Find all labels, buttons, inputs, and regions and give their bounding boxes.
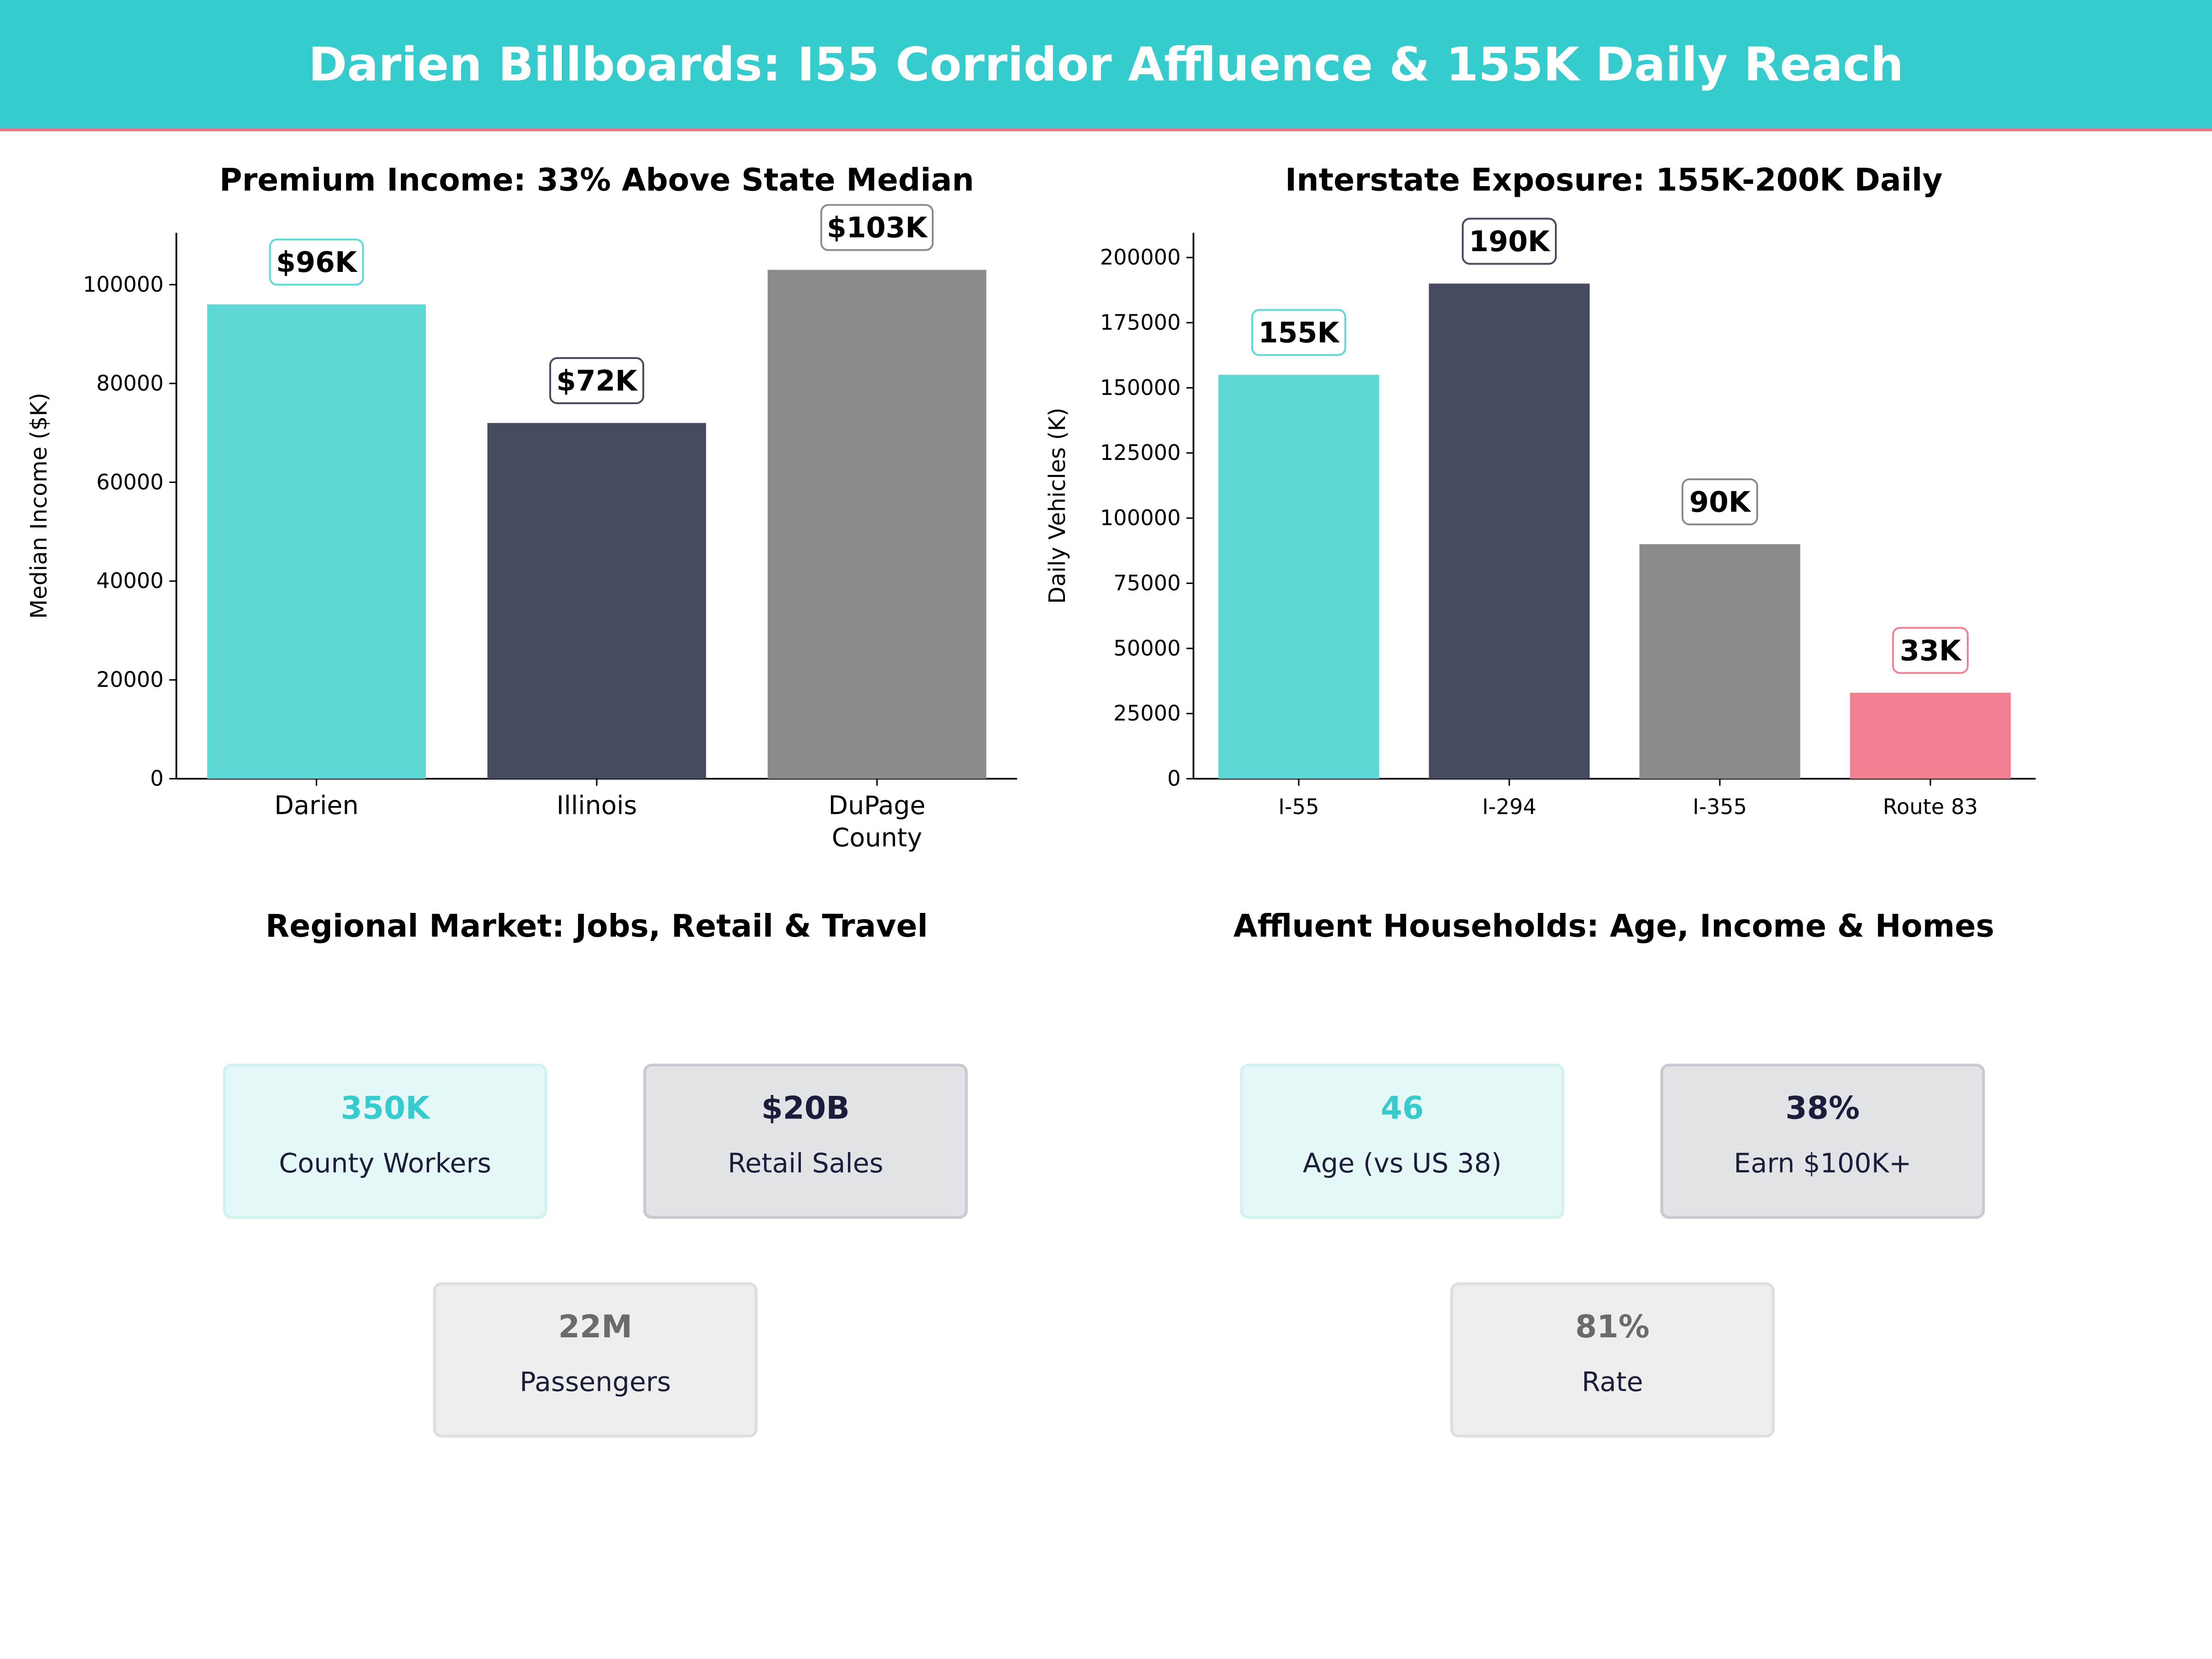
bar-dupage-county bbox=[767, 270, 987, 779]
stat-label: County Workers bbox=[279, 1148, 492, 1180]
x-tick-label: DuPage bbox=[829, 790, 926, 820]
y-tick-label: 175000 bbox=[1100, 310, 1181, 335]
stat-card-county-workers: 350K County Workers bbox=[223, 1064, 547, 1219]
stat-value: 22M bbox=[558, 1310, 633, 1346]
x-tick-label: Route 83 bbox=[1883, 794, 1978, 819]
stat-value: $20B bbox=[761, 1092, 850, 1127]
data-label: $72K bbox=[556, 365, 638, 397]
bar-i-294 bbox=[1429, 283, 1590, 779]
households-title: Affluent Households: Age, Income & Homes bbox=[1233, 910, 1994, 946]
income-chart-title: Premium Income: 33% Above State Median bbox=[219, 164, 974, 199]
x-tick-label: Illinois bbox=[556, 790, 637, 820]
y-tick-label: 100000 bbox=[83, 272, 164, 297]
y-tick-label: 75000 bbox=[1113, 571, 1181, 595]
x-tick-label: I-294 bbox=[1482, 794, 1536, 819]
stat-label: Rate bbox=[1582, 1367, 1643, 1398]
bar-illinois bbox=[487, 423, 706, 779]
data-label-box bbox=[820, 204, 934, 251]
y-tick-label: 60000 bbox=[96, 470, 164, 494]
x-tick-label: County bbox=[832, 823, 922, 853]
stat-card-retail-sales: $20B Retail Sales bbox=[643, 1064, 968, 1219]
data-label: $96K bbox=[276, 246, 358, 279]
data-label: $103K bbox=[827, 212, 928, 244]
y-tick-label: 50000 bbox=[1113, 635, 1181, 660]
y-axis-label: Daily Vehicles (K) bbox=[1044, 407, 1071, 604]
data-label-box bbox=[549, 357, 644, 404]
y-tick-label: 0 bbox=[150, 766, 164, 791]
stat-label: Age (vs US 38) bbox=[1303, 1148, 1502, 1180]
stat-card-age: 46 Age (vs US 38) bbox=[1240, 1064, 1565, 1219]
y-tick-label: 80000 bbox=[96, 371, 164, 395]
bar-darien bbox=[207, 304, 426, 779]
y-tick-label: 125000 bbox=[1100, 440, 1181, 465]
stat-card-passengers: 22M Passengers bbox=[433, 1282, 758, 1438]
stat-label: Passengers bbox=[519, 1367, 671, 1398]
page-title: Darien Billboards: I55 Corridor Affluenc… bbox=[308, 36, 1904, 92]
x-tick-label: I-55 bbox=[1278, 794, 1319, 819]
y-axis-label: Median Income ($K) bbox=[26, 393, 52, 619]
bar-i-55 bbox=[1218, 375, 1379, 779]
stat-card-earn-100k: 38% Earn $100K+ bbox=[1660, 1064, 1985, 1219]
y-tick-label: 40000 bbox=[96, 568, 164, 593]
stat-value: 350K bbox=[341, 1092, 430, 1127]
y-tick-label: 100000 bbox=[1100, 506, 1181, 530]
x-tick-label: Darien bbox=[274, 790, 359, 820]
y-tick-label: 150000 bbox=[1100, 375, 1181, 400]
x-tick-label: I-355 bbox=[1693, 794, 1747, 819]
data-label: 190K bbox=[1469, 225, 1551, 258]
bar-route-83 bbox=[1850, 693, 2011, 779]
header-banner: Darien Billboards: I55 Corridor Affluenc… bbox=[0, 0, 2212, 131]
data-label-box bbox=[1251, 309, 1347, 356]
stat-value: 46 bbox=[1380, 1092, 1424, 1127]
data-label: 90K bbox=[1689, 486, 1752, 518]
data-label: 155K bbox=[1259, 317, 1341, 349]
traffic-bar-chart: 0 25000 50000 75000 100000 125000 150000 175000… bbox=[1044, 218, 2036, 819]
stat-label: Earn $100K+ bbox=[1734, 1148, 1912, 1180]
data-label: 33K bbox=[1900, 635, 1962, 667]
stat-value: 38% bbox=[1785, 1092, 1860, 1127]
stat-value: 81% bbox=[1575, 1310, 1650, 1346]
data-label-box bbox=[269, 238, 364, 286]
income-bar-chart: 0 20000 40000 60000 80000 100000 Median Income… bbox=[26, 204, 1018, 853]
data-label-box bbox=[1462, 218, 1557, 265]
bar-i-355 bbox=[1639, 544, 1800, 779]
y-tick-label: 25000 bbox=[1113, 701, 1181, 726]
traffic-chart-title: Interstate Exposure: 155K-200K Daily bbox=[1285, 164, 1943, 199]
y-tick-label: 200000 bbox=[1100, 245, 1181, 270]
data-label-box bbox=[1681, 478, 1759, 525]
y-tick-label: 0 bbox=[1167, 766, 1181, 791]
data-label-box bbox=[1892, 627, 1969, 674]
stat-label: Retail Sales bbox=[728, 1148, 883, 1180]
regional-title: Regional Market: Jobs, Retail & Travel bbox=[265, 910, 928, 946]
y-tick-label: 20000 bbox=[96, 667, 164, 692]
stat-card-rate: 81% Rate bbox=[1450, 1282, 1775, 1438]
